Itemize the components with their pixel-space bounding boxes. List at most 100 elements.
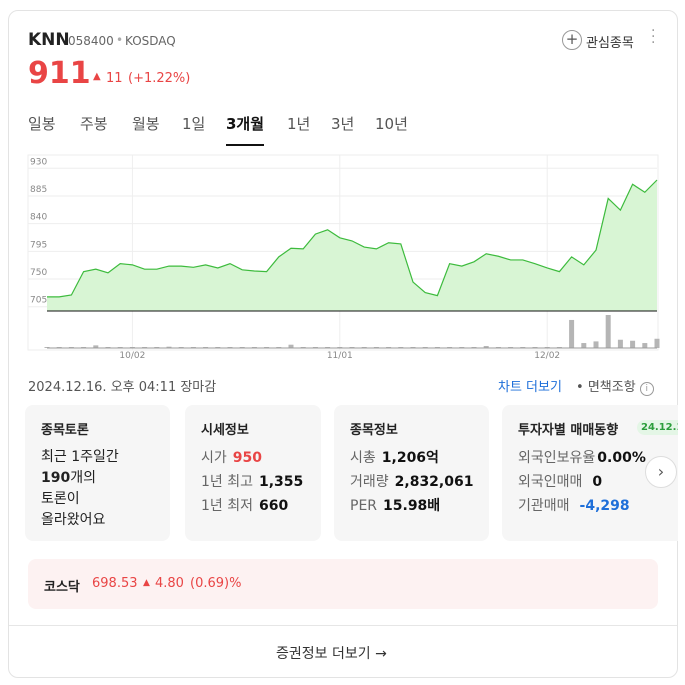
row-label: 외국인매매: [518, 474, 583, 490]
row-label: 1년 최저: [201, 498, 253, 514]
info-row: 거래량 2,832,061: [350, 471, 473, 491]
volume-bar: [593, 341, 599, 348]
volume-bar: [288, 344, 294, 348]
price-change-pct: (+1.22%): [128, 71, 191, 86]
tab[interactable]: 3년: [331, 115, 355, 133]
info-row: 외국인보유율 0.00%: [518, 447, 646, 467]
discussion-card[interactable]: 종목토론 최근 1주일간 190개의 토론이 올라왔어요: [25, 405, 170, 541]
info-row: 기관매매 -4,298: [518, 495, 630, 515]
card-title: 종목토론: [41, 423, 89, 438]
more-chart[interactable]: 차트 더보기: [498, 380, 562, 395]
chart: 705 750 795 840 885 930 10/02 11/01 12/02: [27, 154, 660, 361]
up-arrow: ▲: [143, 578, 150, 588]
volume-bar: [581, 343, 587, 348]
tab[interactable]: 10년: [375, 115, 408, 133]
count-suffix: 개의: [70, 470, 96, 486]
row-label: 기관매매: [518, 498, 570, 514]
current-price: 911: [28, 56, 91, 91]
y-tick-label: 705: [30, 296, 47, 306]
next-button[interactable]: ›: [645, 456, 677, 488]
volume-bar: [93, 345, 99, 348]
menu-button[interactable]: · · ·: [651, 23, 656, 51]
dot: •: [116, 33, 124, 47]
footer-text: 증권정보 더보기: [276, 646, 371, 662]
info-row: 1년 최고 1,355: [201, 471, 303, 491]
index-name: 코스닥: [44, 580, 80, 595]
price-area: [47, 179, 657, 311]
info-row: 시가 950: [201, 447, 262, 467]
count: 190: [41, 470, 71, 486]
x-tick-label: 11/01: [327, 351, 353, 361]
line: 190개의: [41, 468, 119, 489]
volume-bar: [569, 319, 575, 348]
stock-name: KNN: [28, 30, 70, 50]
tab[interactable]: 일봉: [28, 115, 56, 133]
x-tick-label: 12/02: [534, 351, 560, 361]
row-value: 950: [232, 450, 262, 466]
info-icon: i: [639, 382, 654, 396]
tab[interactable]: 주봉: [80, 115, 108, 133]
price-line: [47, 179, 658, 298]
y-tick-label: 930: [30, 157, 47, 167]
info-row: 시총 1,206억: [350, 447, 439, 467]
price-change: 11: [106, 71, 123, 86]
disclaimer[interactable]: • 면책조항 i: [576, 376, 654, 396]
tab[interactable]: 1일: [182, 115, 206, 133]
stock-card: [8, 10, 678, 678]
row-value: 660: [259, 498, 289, 514]
disclaimer-text: 면책조항: [587, 380, 636, 395]
tab[interactable]: 1년: [287, 115, 311, 133]
row-label: 외국인보유율: [518, 450, 596, 466]
card-title: 종목정보: [350, 423, 398, 438]
row-value: -4,298: [579, 498, 630, 514]
row-value: 15.98배: [383, 498, 441, 514]
row-label: 시가: [201, 450, 227, 466]
row-label: PER: [350, 498, 378, 514]
row-value: 1,355: [259, 474, 304, 490]
row-value: 0.00%: [597, 450, 646, 466]
row-value: 0: [592, 474, 603, 490]
row-value: 2,832,061: [394, 474, 474, 490]
date-badge: 24.12.16: [637, 420, 678, 435]
row-label: 1년 최고: [201, 474, 253, 490]
sep: •: [576, 380, 588, 395]
market: KOSDAQ: [125, 34, 176, 48]
discussion-text: 최근 1주일간 190개의 토론이 올라왔어요: [41, 447, 119, 531]
watch-button[interactable]: 관심종목: [586, 36, 634, 51]
row-label: 거래량: [350, 474, 389, 490]
tab[interactable]: 월봉: [132, 115, 160, 133]
row-value: 1,206억: [381, 450, 439, 466]
tab[interactable]: 3개월: [226, 113, 265, 146]
card-title: 투자자별 매매동향: [518, 423, 619, 438]
y-tick-label: 750: [30, 268, 47, 278]
volume-bar: [166, 346, 172, 348]
volume-bar: [483, 346, 489, 348]
watch-icon[interactable]: +: [562, 30, 582, 50]
y-tick-label: 840: [30, 213, 47, 223]
index-change-pct: (0.69)%: [190, 576, 242, 591]
info-row: PER 15.98배: [350, 495, 440, 515]
volume-bar: [617, 339, 623, 348]
stock-code: 058400: [68, 34, 114, 48]
plot-frame: [27, 154, 659, 351]
info-row: 1년 최저 660: [201, 495, 288, 515]
y-tick-label: 885: [30, 185, 47, 195]
footer-more[interactable]: 증권정보 더보기 →: [276, 646, 387, 662]
y-tick-label: 795: [30, 240, 47, 250]
line: 올라왔어요: [41, 512, 106, 528]
index-value: 698.53: [92, 576, 138, 591]
volume-bar: [630, 340, 636, 348]
up-arrow: ▲: [93, 71, 101, 82]
index-bar[interactable]: [28, 559, 658, 609]
line: 토론이: [41, 491, 80, 507]
row-label: 시총: [350, 450, 376, 466]
card-title: 시세정보: [201, 423, 249, 438]
volume-bar: [642, 343, 648, 348]
volume-bar: [605, 315, 611, 348]
line: 최근 1주일간: [41, 449, 119, 465]
index-change: 4.80: [155, 576, 184, 591]
volume-bar: [654, 338, 660, 348]
x-tick-label: 10/02: [119, 351, 145, 361]
